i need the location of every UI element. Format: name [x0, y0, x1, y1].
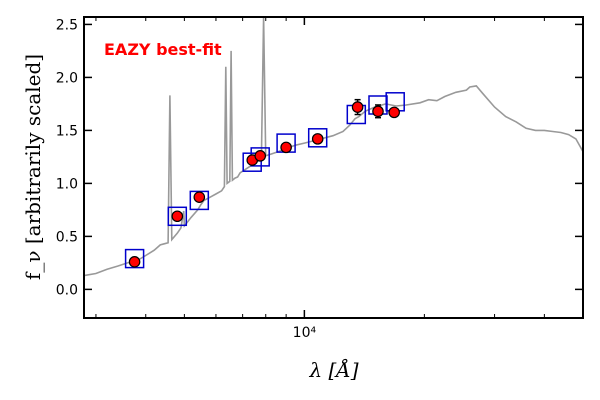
model-flux-box — [167, 206, 188, 227]
model-flux-box — [307, 128, 328, 148]
observed-flux-point — [254, 150, 267, 162]
observed-flux-point — [311, 133, 324, 145]
observed-flux-point — [372, 105, 384, 118]
y-tick-label: 1.5 — [56, 123, 78, 139]
annotation-label: EAZY best-fit — [104, 40, 222, 59]
axis-ticks: 0.0 0.5 1.0 1.5 2.0 2.5 10⁴ — [56, 17, 583, 341]
observed-flux-point — [128, 256, 141, 268]
model-flux-box — [242, 152, 262, 172]
plot-frame — [83, 16, 584, 319]
plot-area — [83, 16, 584, 277]
observed-flux-point — [193, 191, 206, 203]
y-tick-label: 0.0 — [56, 282, 78, 298]
observed-flux-point — [171, 210, 184, 223]
y-tick-label: 0.5 — [56, 229, 78, 245]
observed-flux-point — [280, 141, 292, 154]
sed-line — [83, 16, 584, 277]
observed-flux-point — [351, 101, 364, 113]
x-tick-label: 10⁴ — [293, 325, 317, 341]
x-axis-label: λ [Å] — [308, 357, 358, 382]
observed-flux-point — [388, 106, 400, 119]
y-tick-label: 2.5 — [56, 17, 78, 33]
y-tick-label: 1.0 — [56, 176, 78, 192]
y-tick-label: 2.0 — [56, 70, 78, 86]
y-axis-label: f_ν [arbitrarily scaled] — [21, 54, 45, 280]
